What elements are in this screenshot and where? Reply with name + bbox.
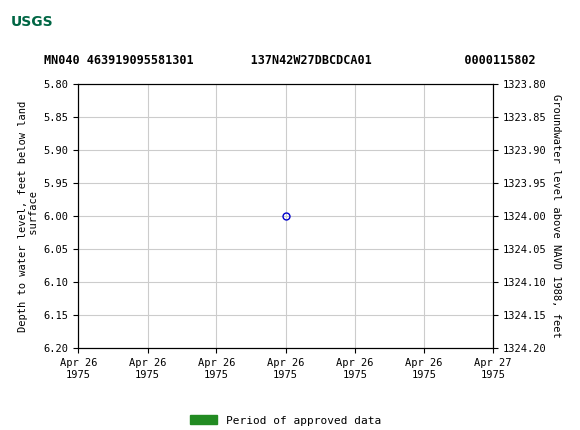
FancyBboxPatch shape	[6, 4, 52, 41]
Text: ▒▒
USGS: ▒▒ USGS	[12, 9, 42, 35]
Y-axis label: Groundwater level above NAVD 1988, feet: Groundwater level above NAVD 1988, feet	[550, 94, 561, 338]
Bar	[3, 3, 61, 42]
Y-axis label: Depth to water level, feet below land
 surface: Depth to water level, feet below land su…	[18, 101, 39, 332]
Text: USGS: USGS	[10, 15, 53, 29]
Text: MN040 463919095581301        137N42W27DBCDCA01             0000115802: MN040 463919095581301 137N42W27DBCDCA01 …	[44, 54, 536, 67]
Legend: Period of approved data: Period of approved data	[185, 411, 386, 430]
